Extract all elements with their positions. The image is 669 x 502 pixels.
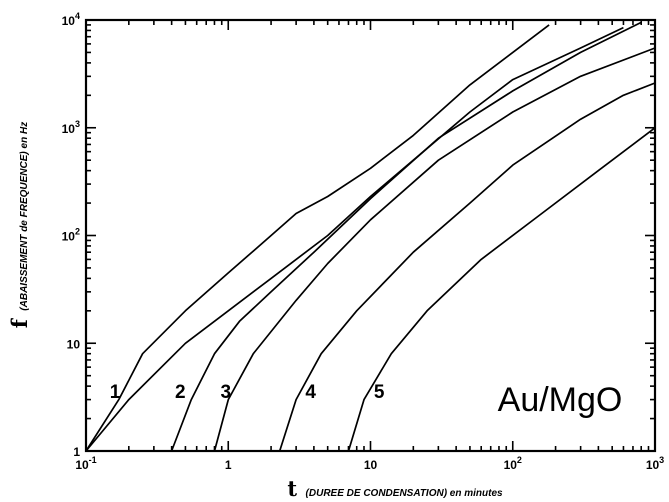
series-line-3 bbox=[213, 47, 656, 452]
y-tick-label: 1 bbox=[73, 445, 80, 459]
y-tick-label: 102 bbox=[62, 227, 80, 244]
x-axis-text: (DUREE DE CONDENSATION) en minutes bbox=[306, 488, 503, 499]
x-tick-label: 10-1 bbox=[75, 455, 96, 472]
curve-label-3: 3 bbox=[220, 382, 231, 403]
x-tick-label: 10 bbox=[364, 458, 378, 472]
y-tick-label: 104 bbox=[62, 11, 80, 28]
y-tick-label: 103 bbox=[62, 119, 80, 136]
axis-ticks bbox=[85, 20, 655, 452]
x-axis-symbol: t bbox=[287, 476, 297, 501]
series-line-4 bbox=[278, 82, 656, 452]
curve-label-1: 1 bbox=[110, 382, 121, 403]
y-tick-label: 10 bbox=[67, 337, 81, 351]
series-line-5 bbox=[347, 127, 656, 452]
x-axis-label: t (DUREE DE CONDENSATION) en minutes bbox=[287, 476, 503, 501]
x-tick-label: 103 bbox=[646, 455, 664, 472]
series-line-2 bbox=[170, 21, 642, 452]
series-line-unlabeled-1 bbox=[85, 26, 624, 452]
y-axis-label: f (ABAISSEMENT de FREQUENCE) en Hz bbox=[7, 122, 32, 328]
curve-label-5: 5 bbox=[374, 382, 385, 403]
y-axis-text: (ABAISSEMENT de FREQUENCE) en Hz bbox=[19, 122, 30, 311]
curve-label-2: 2 bbox=[175, 382, 186, 403]
annotation: Au/MgO bbox=[498, 381, 623, 419]
y-axis-symbol: f bbox=[7, 317, 32, 328]
series-group bbox=[85, 21, 656, 452]
x-tick-label: 1 bbox=[225, 458, 232, 472]
series-line-1 bbox=[85, 24, 550, 452]
curve-label-4: 4 bbox=[305, 382, 316, 403]
x-tick-label: 102 bbox=[504, 455, 522, 472]
